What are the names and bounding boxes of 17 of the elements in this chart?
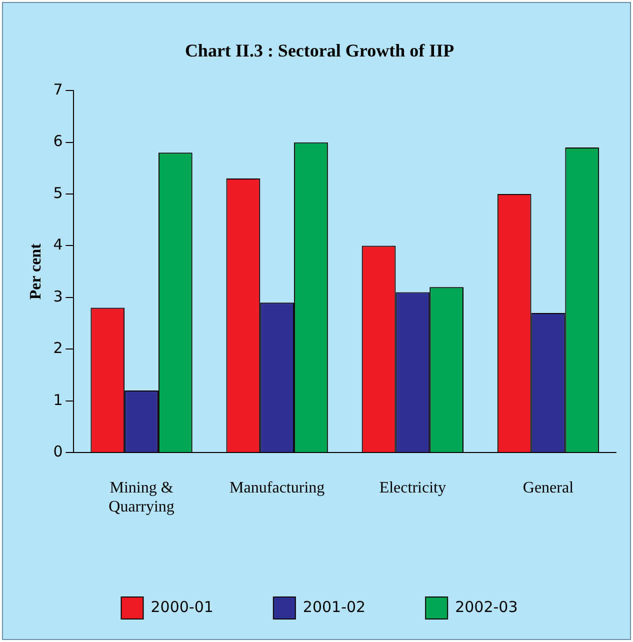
x-tick-label: Electricity (379, 479, 446, 496)
y-tick-label: 3 (53, 287, 63, 306)
y-tick-label: 4 (53, 236, 63, 254)
y-tick-label: 2 (53, 339, 63, 358)
x-tick-label: Mining & Quarrying (108, 479, 174, 516)
x-tick-label: Manufacturing (230, 479, 325, 496)
legend-label: 2001-02 (302, 598, 366, 616)
y-axis-title: Per cent (28, 242, 45, 300)
legend-label: 2000-01 (150, 598, 214, 616)
y-tick-label: 6 (53, 132, 63, 150)
chart-title: Chart II.3 : Sectoral Growth of IIP (184, 40, 454, 60)
y-tick-label: 7 (53, 80, 63, 98)
x-tick-label: General (522, 479, 574, 496)
y-tick-label: 1 (53, 390, 63, 409)
legend-label: 2002-03 (455, 598, 518, 616)
y-tick-label: 5 (53, 184, 63, 202)
y-tick-label: 0 (53, 442, 63, 460)
